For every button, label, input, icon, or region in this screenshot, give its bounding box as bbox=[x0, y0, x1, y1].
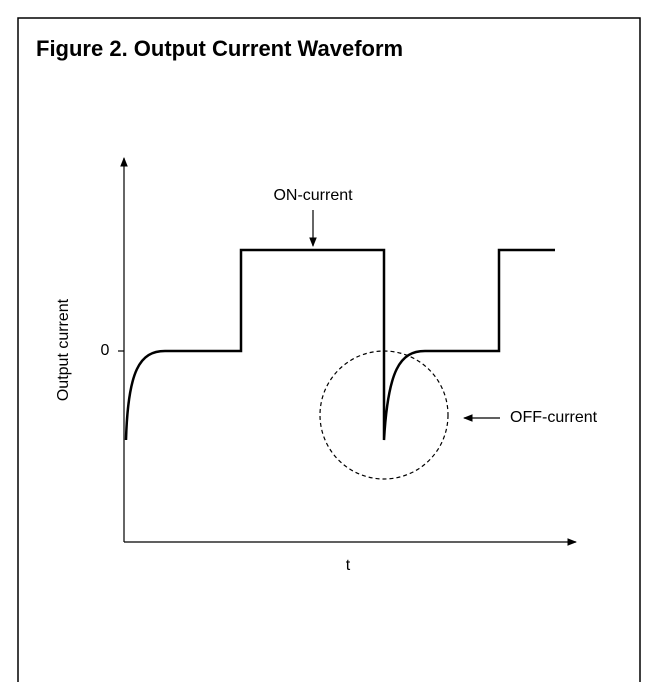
figure-title: Figure 2. Output Current Waveform bbox=[36, 36, 403, 61]
x-axis-label: t bbox=[346, 557, 351, 574]
on-current-label: ON-current bbox=[273, 187, 353, 204]
frame bbox=[17, 17, 641, 682]
zero-label: 0 bbox=[101, 342, 110, 359]
waveform bbox=[124, 248, 555, 441]
off-current-label: OFF-current bbox=[510, 409, 598, 426]
y-axis-label: Output current bbox=[55, 298, 72, 401]
off-current-circle bbox=[319, 350, 449, 480]
